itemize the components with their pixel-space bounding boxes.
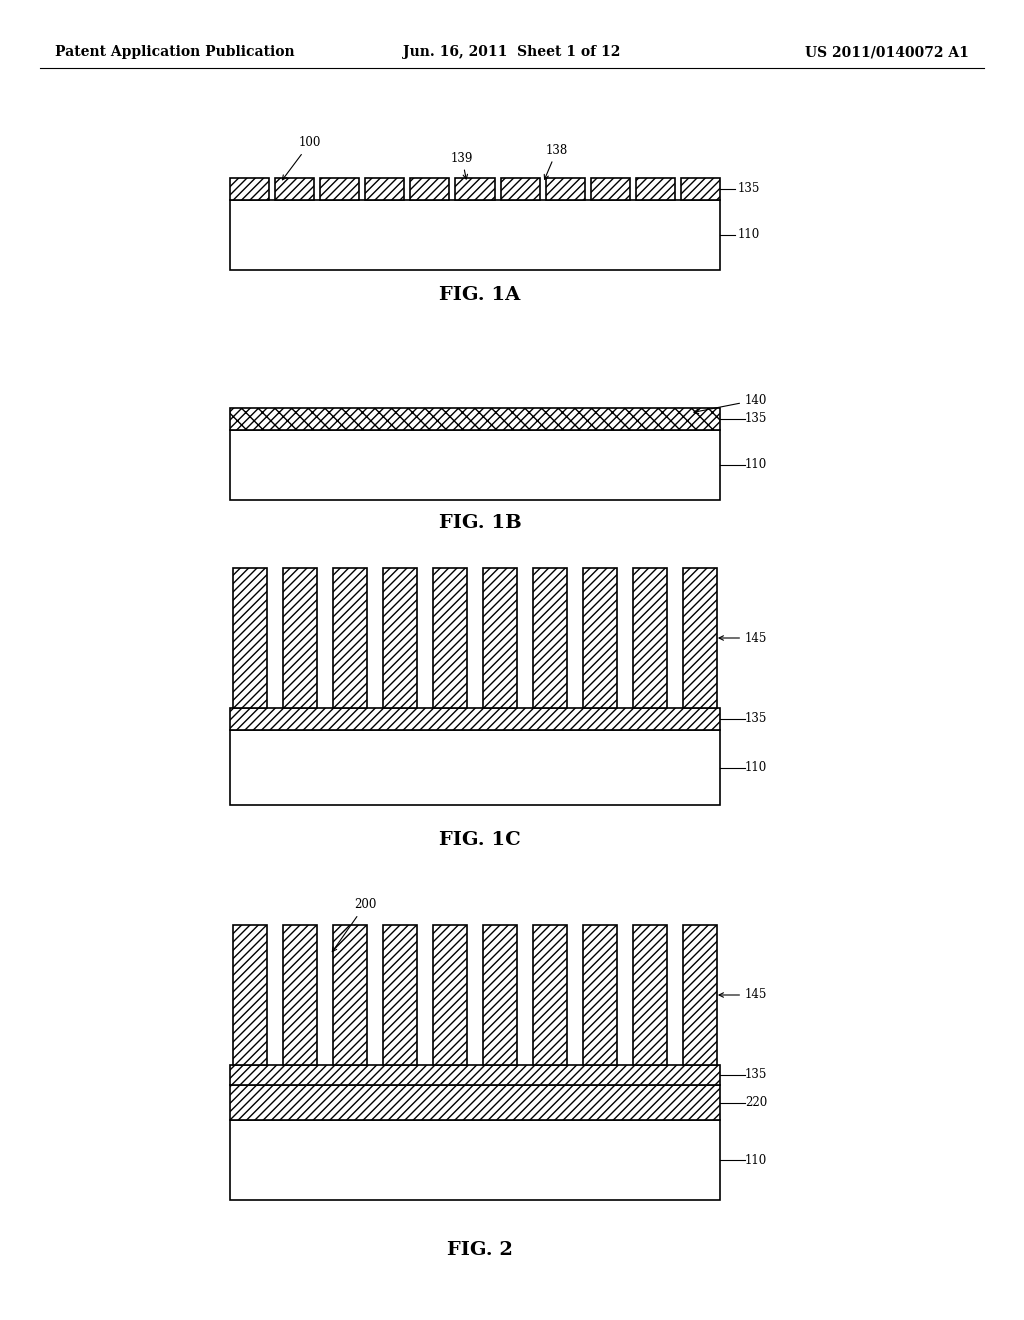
Text: Patent Application Publication: Patent Application Publication bbox=[55, 45, 295, 59]
Text: 200: 200 bbox=[333, 899, 376, 952]
Bar bbox=[233, 568, 267, 708]
Text: 110: 110 bbox=[745, 458, 767, 471]
Bar bbox=[230, 178, 269, 201]
Text: 135: 135 bbox=[745, 713, 767, 726]
Text: 100: 100 bbox=[283, 136, 322, 180]
Bar bbox=[283, 925, 317, 1065]
Bar bbox=[583, 925, 617, 1065]
Bar bbox=[333, 568, 367, 708]
Text: 220: 220 bbox=[745, 1096, 767, 1109]
Bar bbox=[230, 708, 720, 730]
Bar bbox=[546, 178, 585, 201]
Bar bbox=[366, 178, 404, 201]
Bar bbox=[411, 178, 450, 201]
Bar bbox=[383, 568, 417, 708]
Bar bbox=[591, 178, 630, 201]
Bar bbox=[333, 925, 367, 1065]
Text: FIG. 2: FIG. 2 bbox=[447, 1241, 513, 1259]
Bar bbox=[681, 178, 720, 201]
Text: 110: 110 bbox=[738, 228, 760, 242]
Text: Jun. 16, 2011  Sheet 1 of 12: Jun. 16, 2011 Sheet 1 of 12 bbox=[403, 45, 621, 59]
Bar bbox=[683, 925, 717, 1065]
Bar bbox=[230, 1065, 720, 1085]
Text: FIG. 1C: FIG. 1C bbox=[439, 832, 521, 849]
Bar bbox=[230, 1119, 720, 1200]
Bar bbox=[633, 568, 667, 708]
Text: FIG. 1A: FIG. 1A bbox=[439, 286, 520, 304]
Text: 138: 138 bbox=[545, 144, 568, 180]
Bar bbox=[233, 925, 267, 1065]
Text: 145: 145 bbox=[719, 631, 767, 644]
Bar bbox=[230, 408, 720, 430]
Text: 140: 140 bbox=[694, 393, 767, 413]
Text: 110: 110 bbox=[745, 762, 767, 774]
Bar bbox=[456, 178, 495, 201]
Text: 135: 135 bbox=[745, 1068, 767, 1081]
Bar bbox=[483, 568, 517, 708]
Text: 139: 139 bbox=[451, 152, 473, 180]
Bar bbox=[283, 568, 317, 708]
Bar bbox=[636, 178, 675, 201]
Bar bbox=[321, 178, 359, 201]
Text: 145: 145 bbox=[719, 989, 767, 1002]
Bar bbox=[275, 178, 314, 201]
Bar bbox=[534, 568, 567, 708]
Bar bbox=[230, 201, 720, 271]
Bar bbox=[501, 178, 540, 201]
Text: 135: 135 bbox=[738, 182, 761, 195]
Bar bbox=[534, 925, 567, 1065]
Bar bbox=[583, 568, 617, 708]
Bar bbox=[433, 568, 467, 708]
Bar bbox=[230, 1085, 720, 1119]
Bar bbox=[383, 925, 417, 1065]
Text: 110: 110 bbox=[745, 1154, 767, 1167]
Bar bbox=[433, 925, 467, 1065]
Text: US 2011/0140072 A1: US 2011/0140072 A1 bbox=[805, 45, 969, 59]
Bar bbox=[633, 925, 667, 1065]
Bar bbox=[230, 430, 720, 500]
Text: 135: 135 bbox=[745, 412, 767, 425]
Text: FIG. 1B: FIG. 1B bbox=[438, 513, 521, 532]
Bar bbox=[230, 730, 720, 805]
Bar bbox=[683, 568, 717, 708]
Bar bbox=[483, 925, 517, 1065]
